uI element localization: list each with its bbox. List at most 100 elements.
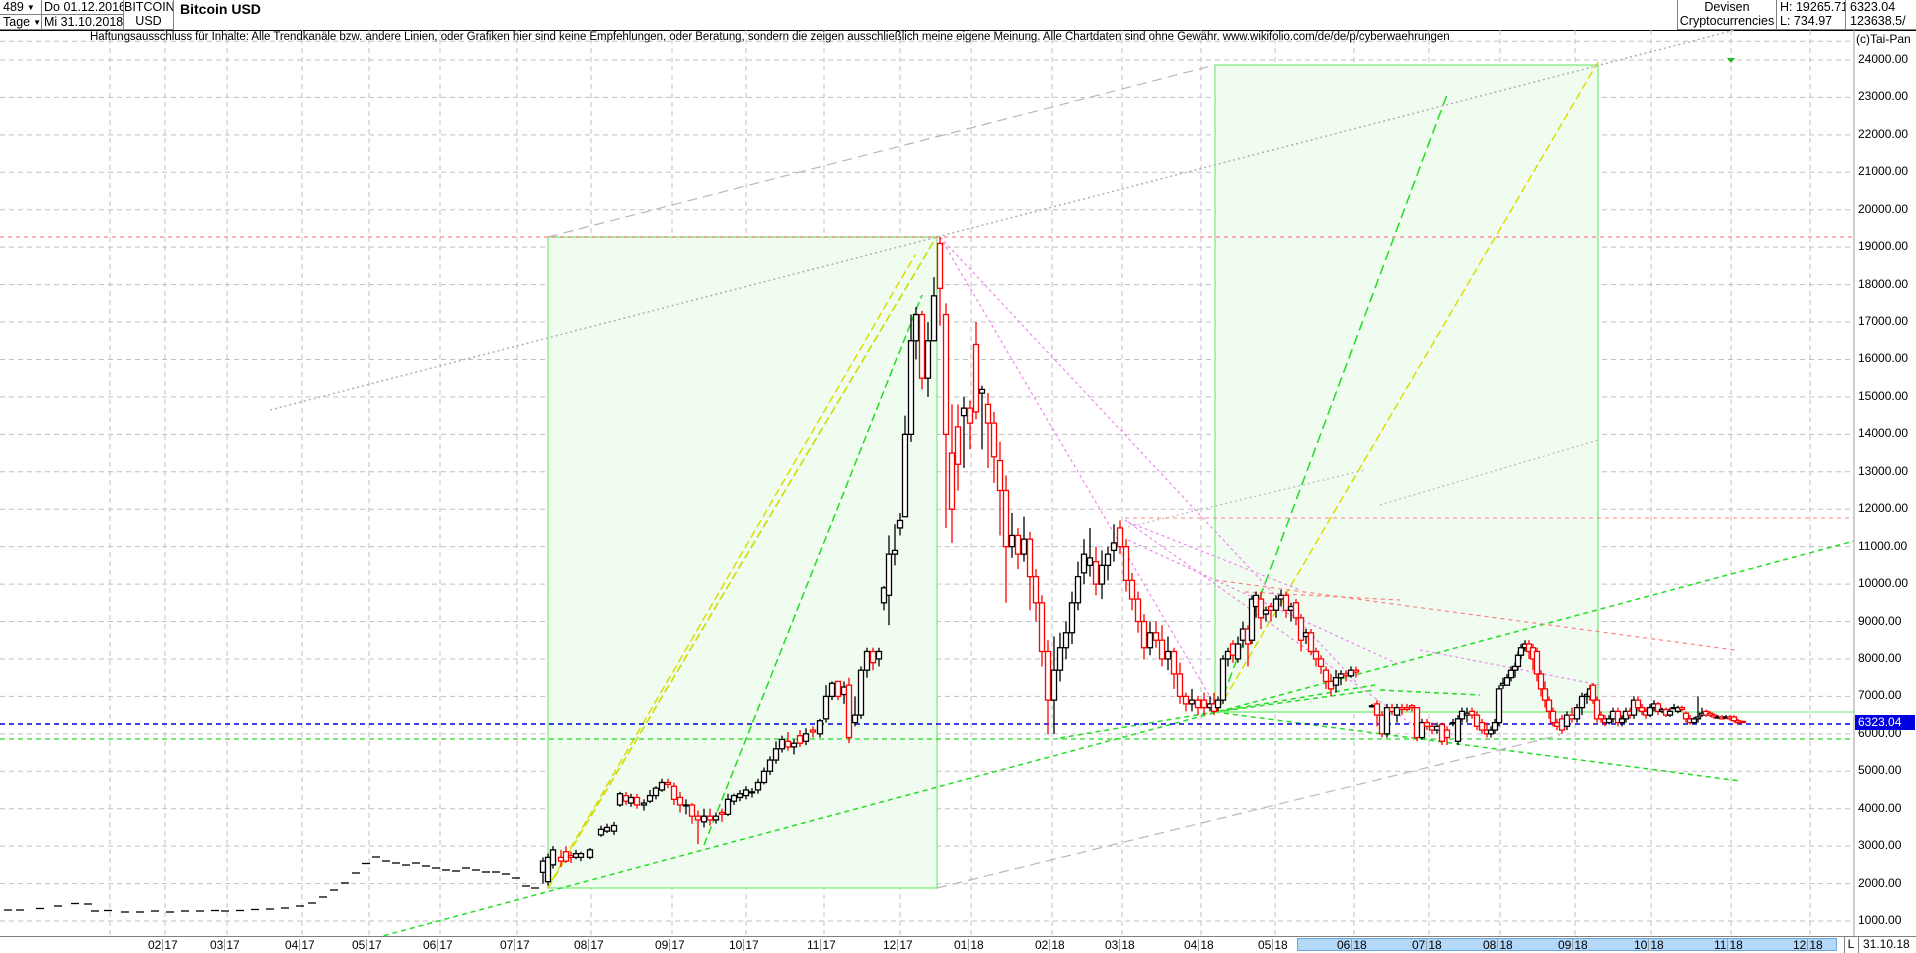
price-chart[interactable] <box>0 30 1916 936</box>
y-tick-label: 20000.00 <box>1858 201 1909 216</box>
candle-body <box>1423 721 1431 727</box>
candle-body <box>1332 677 1340 686</box>
x-axis-selection[interactable] <box>1297 938 1837 951</box>
candle <box>1413 706 1421 742</box>
disclaimer-text: Haftungsausschluss für Inhalte: Alle Tre… <box>90 31 1450 43</box>
candle <box>1593 696 1601 723</box>
candle-body <box>1589 684 1597 701</box>
candle-body <box>760 770 768 784</box>
candle <box>1666 707 1674 717</box>
pink-3 <box>1127 521 1301 591</box>
candle-body <box>1116 527 1124 548</box>
candle <box>1292 599 1300 626</box>
candle-body <box>834 680 842 698</box>
candle <box>834 680 842 701</box>
candle-body <box>1312 650 1320 660</box>
candle <box>1038 595 1046 667</box>
candle <box>1248 595 1256 644</box>
candle <box>901 415 909 518</box>
candle <box>1549 707 1557 727</box>
candle <box>1080 539 1088 585</box>
candle-body <box>1537 673 1545 690</box>
last-price-value: 6323.04 <box>1850 0 1896 14</box>
candle <box>1383 703 1391 738</box>
candle-body <box>1008 534 1016 548</box>
candle-body <box>990 422 998 458</box>
date-to[interactable]: Mi 31.10.2018 <box>42 15 124 30</box>
candle-body <box>1248 598 1256 641</box>
candle <box>1032 569 1040 622</box>
candle-body <box>778 738 786 750</box>
bars-count-dropdown[interactable]: 489 ▼ <box>0 0 42 15</box>
candle-body <box>1302 632 1310 638</box>
candle-body <box>700 815 708 823</box>
x-axis[interactable]: 02 17 03 17 04 17 05 17 06 17 07 17 08 17 09 17 10 17 11 17… <box>0 936 1916 953</box>
candle <box>676 791 684 813</box>
candle <box>1517 643 1525 659</box>
candle-body <box>1214 699 1222 709</box>
candle-body <box>622 794 630 802</box>
candle-body <box>1646 706 1654 716</box>
y-tick-label: 8000.00 <box>1858 650 1902 665</box>
candle <box>1423 718 1431 731</box>
candle-body <box>1618 718 1626 724</box>
candle <box>869 647 877 671</box>
candle-body <box>1140 620 1148 649</box>
candle-body <box>539 860 547 873</box>
candle-body <box>1014 534 1022 555</box>
candle <box>891 524 899 566</box>
bars-count-value: 489 <box>3 0 24 14</box>
candle-body <box>1229 643 1237 656</box>
candle <box>907 314 915 442</box>
candle-body <box>1563 714 1571 727</box>
candle-body <box>1730 716 1738 722</box>
candle-body <box>966 407 974 424</box>
candle-body <box>784 740 792 748</box>
candle <box>1068 591 1076 644</box>
candle-body <box>1473 714 1481 727</box>
candle <box>1478 718 1486 734</box>
candle-body <box>816 720 824 735</box>
chart-title: Bitcoin USD <box>174 0 1678 30</box>
linear-scale-toggle[interactable]: L <box>1844 937 1859 953</box>
candle <box>1618 715 1626 727</box>
candle <box>539 857 547 884</box>
candle <box>772 741 780 764</box>
candle <box>845 677 853 744</box>
candle <box>1393 703 1401 723</box>
candle-body <box>972 343 980 413</box>
y-tick-label: 14000.00 <box>1858 426 1909 441</box>
fan-green-1b <box>703 294 923 846</box>
candle <box>1706 711 1714 717</box>
candle <box>1170 647 1178 689</box>
candle <box>1200 692 1208 716</box>
candle <box>1014 527 1022 570</box>
period-dropdown[interactable]: Tage ▼ <box>0 15 42 30</box>
candle <box>822 685 830 723</box>
candle-body <box>840 686 848 696</box>
candle-body <box>996 459 1004 492</box>
candle-body <box>754 781 762 791</box>
candle-body <box>1739 720 1747 724</box>
candle <box>828 681 836 701</box>
candle-body <box>627 796 635 804</box>
candle-body <box>1194 699 1202 709</box>
x-tick-label: 09 17 <box>655 938 685 952</box>
candle-body <box>1044 650 1052 701</box>
candle-body <box>1200 699 1208 709</box>
candle-body <box>1322 669 1330 683</box>
y-tick-label: 21000.00 <box>1858 164 1909 179</box>
candle <box>972 322 980 420</box>
candle-body <box>802 733 810 742</box>
candle <box>1449 718 1457 727</box>
candle <box>1116 520 1124 555</box>
date-from[interactable]: Do 01.12.2016 <box>42 0 124 15</box>
candle <box>1690 716 1698 725</box>
resist-red-2 <box>1244 591 1401 601</box>
candle-body <box>1541 688 1549 701</box>
candle <box>1297 614 1305 652</box>
candle-body <box>1342 673 1350 677</box>
y-tick-label: 1000.00 <box>1858 913 1902 927</box>
candle-body <box>1252 594 1260 608</box>
candle-body <box>1307 632 1315 653</box>
